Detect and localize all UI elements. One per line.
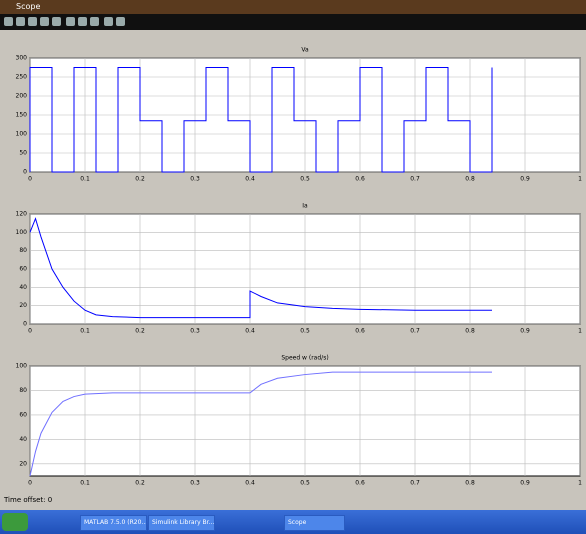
title-bar: Scope [0, 0, 586, 14]
y-tick-label: 100 [16, 131, 28, 138]
x-tick-label: 0.3 [190, 176, 200, 183]
tool-button[interactable] [4, 17, 13, 26]
y-tick-label: 40 [19, 284, 27, 291]
x-tick-label: 0.9 [520, 176, 530, 183]
y-tick-label: 120 [16, 211, 28, 218]
x-tick-label: 0.6 [355, 480, 365, 487]
x-tick-label: 0.2 [135, 328, 145, 335]
y-tick-label: 40 [19, 436, 27, 443]
y-tick-label: 50 [19, 150, 27, 157]
x-tick-label: 0.5 [300, 328, 310, 335]
y-tick-label: 150 [16, 112, 28, 119]
plot-title: Va [301, 47, 309, 54]
tool-button[interactable] [66, 17, 75, 26]
x-tick-label: 0.7 [410, 480, 420, 487]
x-tick-label: 0.8 [465, 176, 475, 183]
x-tick-label: 0.9 [520, 480, 530, 487]
y-tick-label: 20 [19, 460, 27, 467]
y-tick-label: 80 [19, 247, 27, 254]
taskbar: MATLAB 7.5.0 (R20... Simulink Library Br… [0, 510, 586, 534]
x-tick-label: 1 [578, 176, 582, 183]
plot-title: Ia [302, 203, 308, 210]
y-tick-label: 200 [16, 93, 28, 100]
x-tick-label: 0.1 [80, 480, 90, 487]
y-tick-label: 20 [19, 302, 27, 309]
tool-button[interactable] [52, 17, 61, 26]
y-tick-label: 100 [16, 229, 28, 236]
x-tick-label: 0.3 [190, 480, 200, 487]
start-button[interactable] [2, 513, 28, 531]
y-tick-label: 60 [19, 266, 27, 273]
window-title: Scope [16, 2, 40, 11]
x-tick-label: 0 [28, 480, 32, 487]
x-tick-label: 1 [578, 328, 582, 335]
scope-window: Scope Va 0 0.1 0.2 0.3 0.4 0.5 0.6 0.7 0.8 0.9 1 0 50… [0, 0, 586, 534]
taskbar-item[interactable]: Simulink Library Br... [148, 515, 215, 531]
x-tick-label: 1 [578, 480, 582, 487]
x-tick-label: 0 [28, 328, 32, 335]
tool-button[interactable] [90, 17, 99, 26]
x-tick-label: 0.5 [300, 176, 310, 183]
x-tick-label: 0.4 [245, 176, 255, 183]
x-tick-label: 0.4 [245, 328, 255, 335]
tool-button[interactable] [116, 17, 125, 26]
y-tick-label: 250 [16, 74, 28, 81]
tool-button[interactable] [40, 17, 49, 26]
x-tick-label: 0.5 [300, 480, 310, 487]
toolbar [0, 14, 586, 30]
x-tick-label: 0.2 [135, 480, 145, 487]
x-tick-label: 0.8 [465, 480, 475, 487]
tool-button[interactable] [28, 17, 37, 26]
tool-button[interactable] [78, 17, 87, 26]
x-tick-label: 0.4 [245, 480, 255, 487]
x-tick-label: 0.1 [80, 328, 90, 335]
x-tick-label: 0.6 [355, 328, 365, 335]
taskbar-item[interactable]: Scope [284, 515, 345, 531]
x-tick-label: 0.3 [190, 328, 200, 335]
y-tick-label: 300 [16, 55, 28, 62]
x-tick-label: 0.8 [465, 328, 475, 335]
y-tick-label: 100 [16, 363, 28, 370]
y-tick-label: 60 [19, 411, 27, 418]
x-tick-label: 0.7 [410, 176, 420, 183]
x-tick-label: 0.9 [520, 328, 530, 335]
x-tick-label: 0.7 [410, 328, 420, 335]
x-tick-label: 0.1 [80, 176, 90, 183]
y-tick-label: 80 [19, 387, 27, 394]
tool-button[interactable] [16, 17, 25, 26]
status-bar: Time offset: 0 [4, 496, 52, 504]
x-tick-label: 0.2 [135, 176, 145, 183]
taskbar-item[interactable]: MATLAB 7.5.0 (R20... [80, 515, 147, 531]
plot-title: Speed w (rad/s) [281, 355, 328, 362]
y-tick-label: 0 [23, 321, 27, 328]
y-tick-label: 0 [23, 169, 27, 176]
tool-button[interactable] [104, 17, 113, 26]
x-tick-label: 0 [28, 176, 32, 183]
x-tick-label: 0.6 [355, 176, 365, 183]
